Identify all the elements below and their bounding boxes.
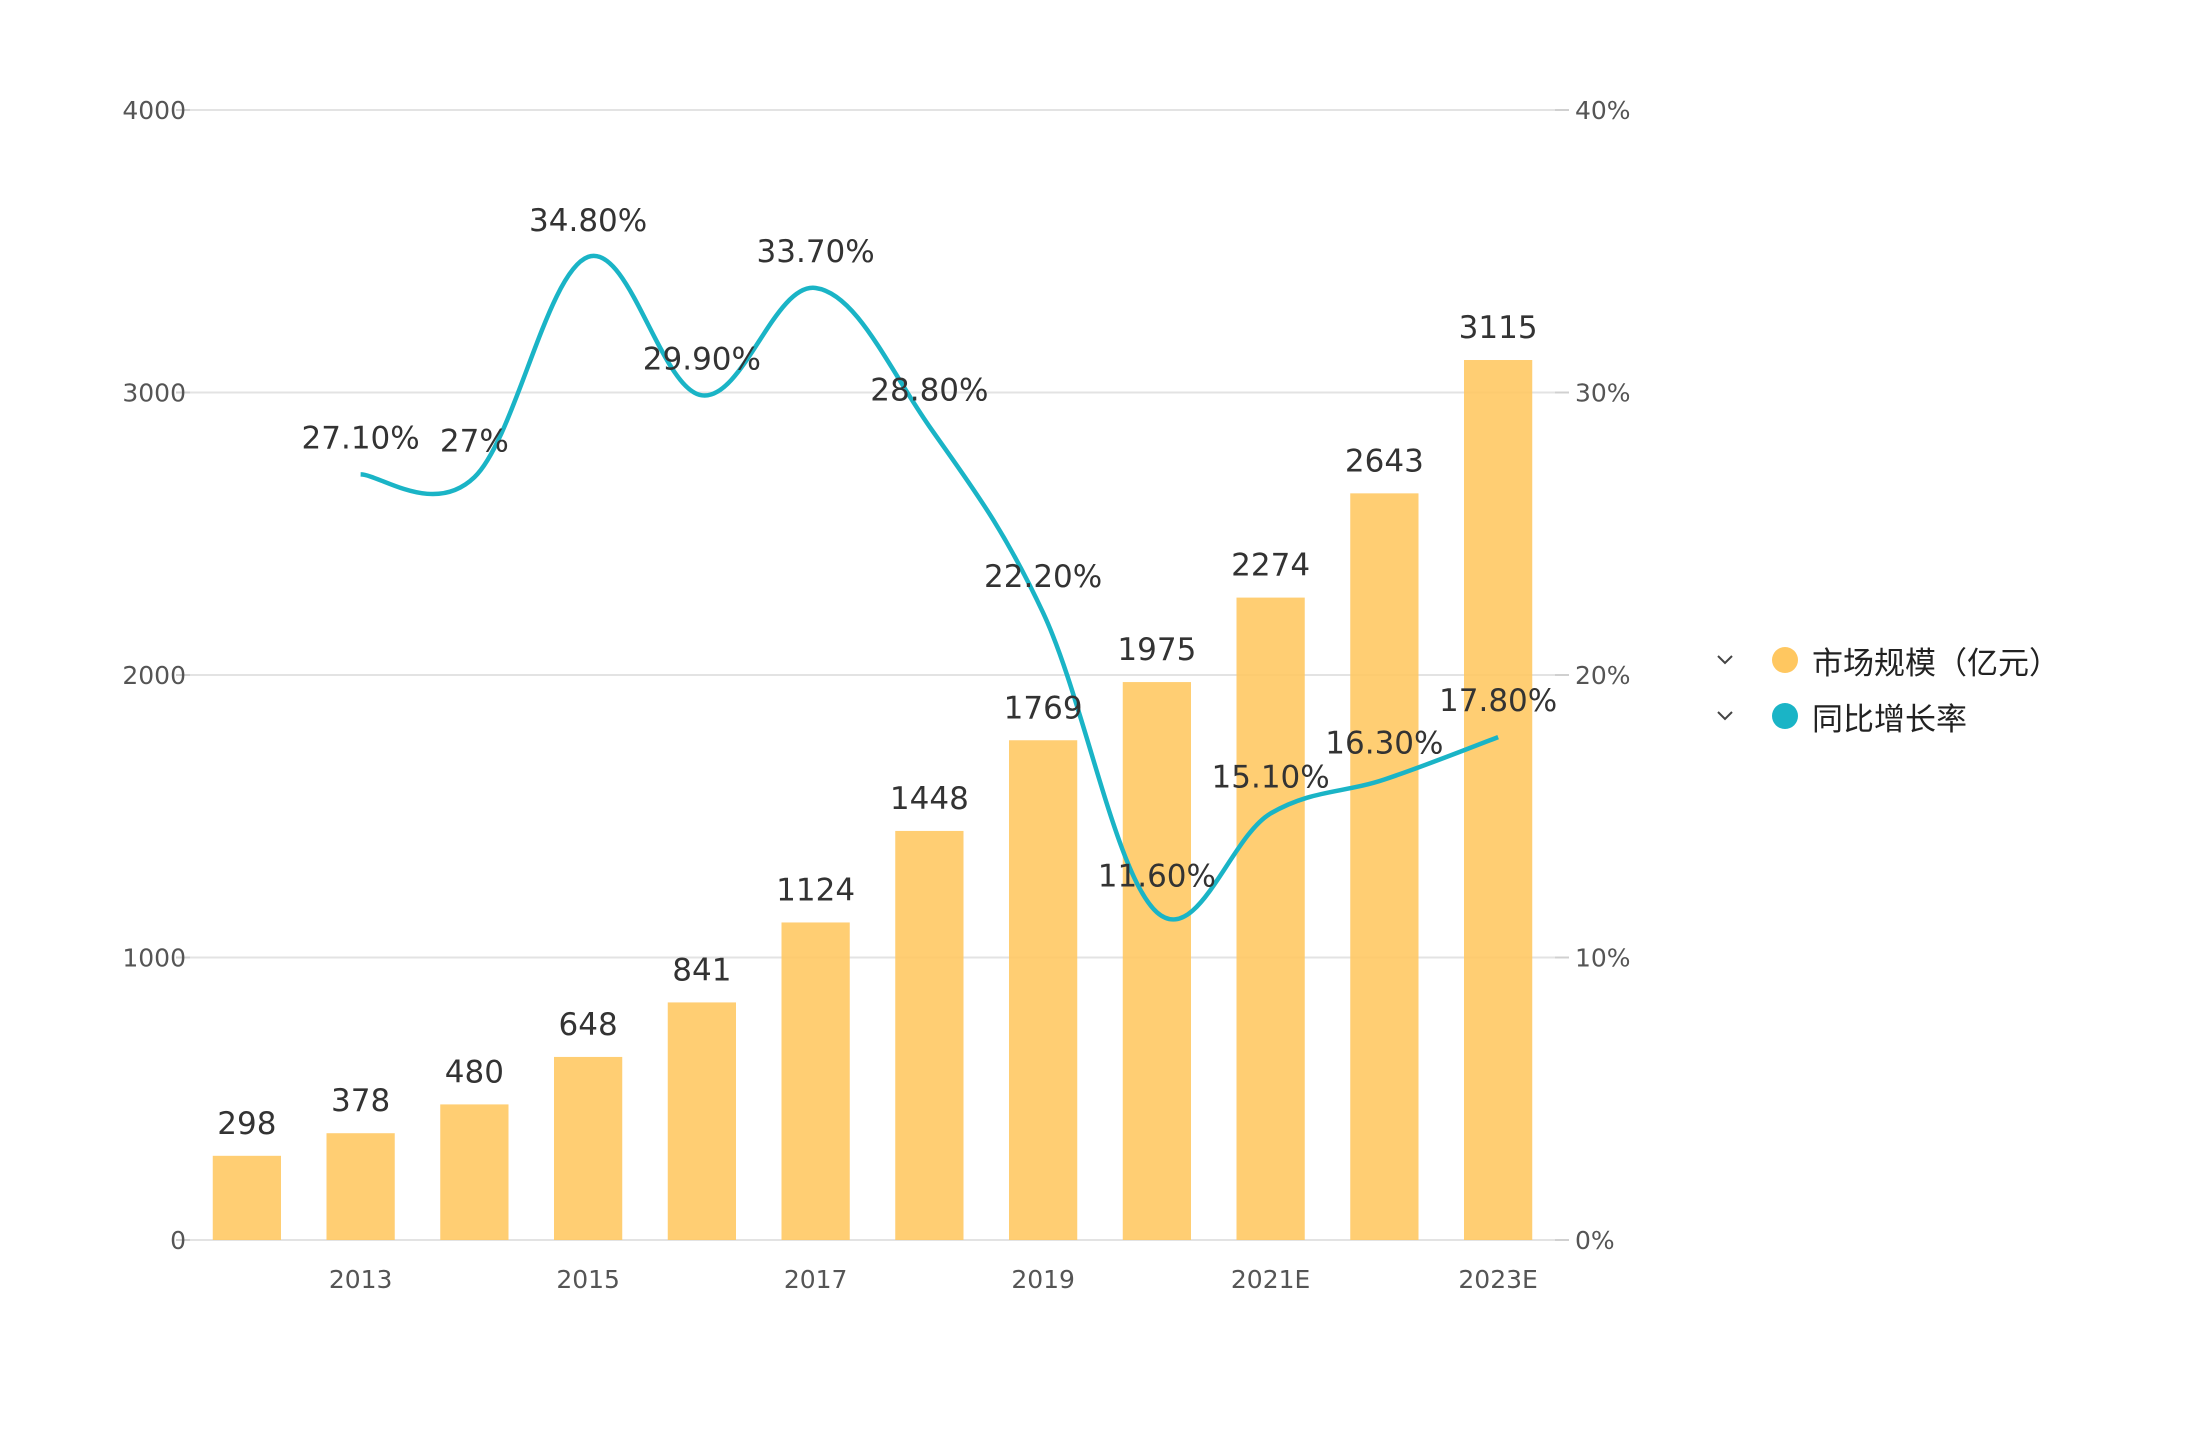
line-data-label: 34.80% [529, 203, 647, 239]
bar-data-label: 1124 [776, 872, 855, 908]
x-tick-label: 2019 [1011, 1265, 1075, 1294]
bar [1350, 493, 1419, 1240]
line-data-label: 16.30% [1325, 726, 1443, 762]
bar [1464, 360, 1533, 1240]
bar [895, 830, 964, 1240]
y-left-tick-label: 2000 [122, 661, 186, 690]
y-left-tick-label: 4000 [122, 96, 186, 125]
y-right-tick-label: 0% [1575, 1226, 1615, 1255]
growth-rate-line [360, 253, 1499, 922]
x-tick-label: 2015 [556, 1265, 620, 1294]
y-left-tick-label: 3000 [122, 379, 186, 408]
bar [781, 922, 850, 1240]
legend-swatch-market-size [1772, 647, 1798, 673]
y-left-tick-label: 1000 [122, 944, 186, 973]
line-data-label: 15.10% [1212, 759, 1330, 795]
line-data-label: 33.70% [757, 234, 875, 270]
line-data-label: 17.80% [1439, 683, 1557, 719]
line-data-label: 29.90% [643, 341, 761, 377]
y-right-tick-label: 10% [1575, 944, 1631, 973]
legend-item-market-size[interactable]: 市场规模（亿元） [1710, 632, 2060, 688]
bar-data-label: 1769 [1004, 690, 1083, 726]
bar-data-label: 3115 [1459, 310, 1538, 346]
legend-swatch-growth-rate [1772, 703, 1798, 729]
line-data-label: 28.80% [870, 372, 988, 408]
y-right-tick-label: 20% [1575, 661, 1631, 690]
line-data-label: 27% [440, 423, 509, 459]
line-data-label: 22.20% [984, 559, 1102, 595]
bar-data-label: 480 [445, 1054, 504, 1090]
legend: 市场规模（亿元） 同比增长率 [1710, 632, 2060, 744]
chevron-down-icon[interactable] [1710, 645, 1740, 675]
x-tick-label: 2021E [1231, 1265, 1310, 1294]
bar-data-label: 1975 [1117, 632, 1196, 668]
x-tick-label: 2023E [1458, 1265, 1537, 1294]
y-left-tick-label: 0 [170, 1226, 186, 1255]
x-tick-label: 2017 [784, 1265, 848, 1294]
legend-label-market-size: 市场规模（亿元） [1812, 645, 2060, 682]
line-data-label: 27.10% [302, 420, 420, 456]
bar-data-label: 1448 [890, 781, 969, 817]
bar [326, 1133, 395, 1240]
bar-data-label: 841 [672, 952, 731, 988]
bar [212, 1155, 281, 1240]
bar-data-label: 378 [331, 1083, 390, 1119]
bar-data-label: 2643 [1345, 443, 1424, 479]
bar-data-label: 298 [217, 1106, 276, 1142]
chevron-down-icon[interactable] [1710, 701, 1740, 731]
y-right-tick-label: 30% [1575, 379, 1631, 408]
legend-item-growth-rate[interactable]: 同比增长率 [1710, 688, 2060, 744]
bar [1009, 740, 1078, 1240]
bar [1236, 597, 1305, 1240]
x-tick-label: 2013 [329, 1265, 393, 1294]
bar-data-label: 2274 [1231, 548, 1310, 584]
bar [1122, 682, 1191, 1240]
bar [440, 1104, 509, 1240]
legend-label-growth-rate: 同比增长率 [1812, 701, 1967, 738]
bar-data-label: 648 [559, 1007, 618, 1043]
bar [667, 1002, 736, 1240]
bar [554, 1056, 623, 1240]
y-right-tick-label: 40% [1575, 96, 1631, 125]
line-data-label: 11.60% [1098, 858, 1216, 894]
